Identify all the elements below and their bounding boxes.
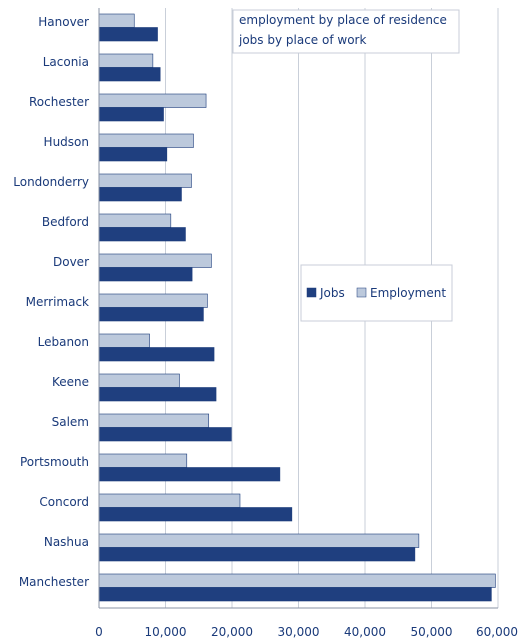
category-label: Keene [52,375,89,389]
x-tick-label: 10,000 [145,625,187,639]
bar-jobs [98,187,182,202]
bar-employment [98,373,180,388]
annotation-line-1: employment by place of residence [239,13,447,27]
category-label: Bedford [42,215,89,229]
x-tick-label: 50,000 [411,625,453,639]
category-label: Manchester [19,575,89,589]
bar-jobs [98,307,204,322]
category-label: Laconia [43,55,89,69]
axes [98,8,498,609]
bar-jobs [98,67,161,82]
category-label: Rochester [29,95,89,109]
bar-jobs [98,547,416,562]
category-label: Hudson [44,135,89,149]
bar-employment [98,413,210,428]
legend: Jobs Employment [300,264,453,322]
bar-employment [98,13,135,28]
bar-employment [98,173,192,188]
category-label: Nashua [44,535,89,549]
tick-labels: 0 10,000 20,000 30,000 40,000 50,000 60,000 [95,625,518,639]
category-label: Salem [52,415,89,429]
bar-employment [98,533,420,548]
bar-jobs [98,267,193,282]
bar-jobs [98,427,232,442]
bar-jobs [98,107,164,122]
annotation-line-2: jobs by place of work [238,33,366,47]
bar-jobs [98,27,158,42]
x-tick-label: 0 [95,625,103,639]
category-label: Concord [39,495,89,509]
bar-employment [98,253,212,268]
bar-employment [98,493,241,508]
bar-employment [98,133,194,148]
category-label: Lebanon [38,335,89,349]
x-tick-label: 40,000 [344,625,386,639]
category-labels: Hanover Laconia Rochester Hudson Londonderry… [13,15,89,589]
category-label: Dover [53,255,89,269]
annotation-box: employment by place of residence jobs by… [232,9,460,54]
legend-swatch-jobs [306,287,317,298]
bar-jobs [98,387,217,402]
x-tick-label: 60,000 [476,625,518,639]
bar-jobs [98,587,492,602]
bar-employment [98,93,207,108]
bar-jobs [98,347,215,362]
x-tick-label: 30,000 [278,625,320,639]
bar-jobs [98,227,186,242]
category-label: Hanover [38,15,89,29]
bar-jobs [98,467,281,482]
bar-employment [98,213,172,228]
x-tick-label: 20,000 [211,625,253,639]
legend-label-employment: Employment [370,286,446,300]
bar-jobs [98,147,168,162]
bar-jobs [98,507,293,522]
bar-employment [98,333,150,348]
legend-label-jobs: Jobs [319,286,345,300]
bar-employment [98,53,154,68]
category-label: Merrimack [26,295,89,309]
bar-employment [98,573,496,588]
bar-employment [98,293,208,308]
category-label: Portsmouth [20,455,89,469]
bar-employment [98,453,188,468]
category-label: Londonderry [13,175,89,189]
legend-swatch-employment [356,287,367,298]
